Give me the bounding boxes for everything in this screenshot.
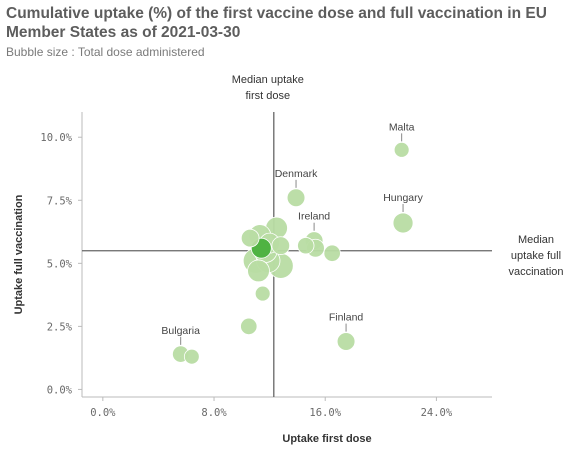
point-label-ireland: Ireland: [298, 211, 330, 223]
axis-text: 0.0% 2.5% 5.0% 7.5% 10.0% 0.0% 8.0% 16.0% 24.0% U…: [13, 74, 564, 445]
x-tick-label: 24.0%: [421, 407, 453, 419]
bubble: [297, 237, 315, 255]
bubble-malta: [393, 141, 410, 158]
bubble: [240, 228, 260, 248]
median-first-dose-label: first dose: [245, 90, 290, 102]
x-axis-title: Uptake first dose: [282, 433, 371, 445]
median-full-vaccination-label: vaccination: [508, 266, 563, 278]
point-label-malta: Malta: [389, 121, 415, 133]
y-tick-label: 10.0%: [40, 132, 72, 144]
axes-layer: [78, 112, 492, 401]
x-tick-label: 0.0%: [90, 407, 116, 419]
x-tick-label: 8.0%: [201, 407, 227, 419]
point-label-denmark: Denmark: [275, 168, 318, 180]
median-full-vaccination-label: Median: [518, 234, 554, 246]
median-first-dose-label: Median uptake: [232, 74, 304, 86]
bubble: [183, 348, 200, 365]
chart-title: Cumulative uptake (%) of the first vacci…: [6, 5, 547, 41]
point-label-bulgaria: Bulgaria: [161, 325, 200, 337]
y-tick-label: 7.5%: [47, 195, 73, 207]
bubble-hungary: [392, 212, 414, 234]
y-tick-label: 2.5%: [47, 321, 73, 333]
bubble: [247, 259, 270, 283]
point-label-hungary: Hungary: [383, 192, 423, 204]
point-label-finland: Finland: [329, 312, 364, 324]
median-lines: [82, 112, 492, 397]
x-tick-label: 16.0%: [309, 407, 341, 419]
bubble: [254, 285, 271, 302]
y-tick-label: 5.0%: [47, 258, 73, 270]
bubble: [240, 317, 258, 336]
bubble-finland: [336, 332, 356, 351]
point-labels: Malta Denmark Hungary Ireland Finland Bulgari…: [161, 121, 424, 345]
bubble: [323, 244, 341, 262]
chart-subtitle: Bubble size : Total dose administered: [6, 45, 205, 59]
y-tick-label: 0.0%: [47, 384, 73, 396]
median-full-vaccination-label: uptake full: [511, 250, 561, 262]
bubble: [271, 236, 291, 255]
bubble-denmark: [286, 188, 306, 208]
y-axis-title: Uptake full vaccination: [13, 194, 25, 314]
bubbles: [172, 141, 414, 365]
